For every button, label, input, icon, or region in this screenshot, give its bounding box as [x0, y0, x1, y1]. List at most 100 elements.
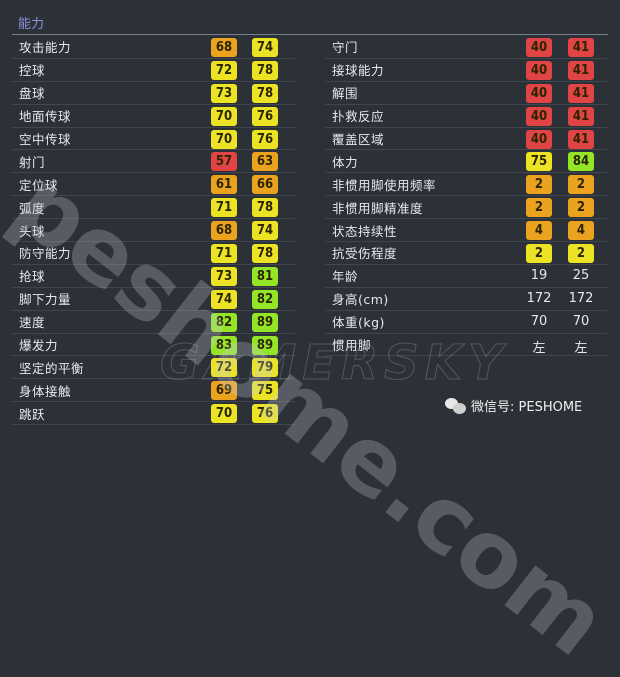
stat-row: 惯用脚 左 左 [325, 334, 607, 357]
stat-row: 速度 82 89 [12, 311, 295, 334]
stat-row: 非惯用脚精准度 2 2 [325, 196, 607, 220]
stat-value-badge: 68 [211, 38, 237, 57]
stat-value-badge: 75 [526, 152, 552, 172]
stat-value-badge: 40 [526, 60, 552, 80]
stat-value-badge: 84 [568, 152, 594, 172]
stat-value-badge: 66 [252, 175, 278, 195]
stat-value-badge: 82 [211, 312, 237, 332]
stat-value: 25 [572, 267, 590, 283]
stat-value-badge: 78 [252, 198, 278, 218]
stat-value-badge: 41 [568, 129, 594, 149]
stat-label: 非惯用脚使用频率 [332, 177, 437, 193]
stat-value-badge: 63 [252, 152, 278, 172]
stat-label: 空中传球 [19, 132, 72, 147]
wechat-text: 微信号: PESHOME [471, 400, 583, 415]
stat-row: 控球 72 78 [12, 59, 295, 82]
stat-value-badge: 72 [211, 358, 237, 378]
stat-label: 跳跃 [19, 406, 46, 422]
stat-value-badge: 2 [526, 198, 552, 218]
stat-row: 解围 40 41 [325, 82, 607, 105]
stat-value-badge: 41 [568, 38, 594, 57]
stat-value-badge: 74 [252, 38, 278, 57]
stat-value: 172 [568, 290, 594, 306]
stat-value-badge: 74 [252, 221, 278, 241]
stat-value-badge: 79 [252, 358, 278, 378]
stat-value-badge: 41 [568, 106, 594, 126]
stat-label: 射门 [19, 154, 46, 170]
stat-label: 扑救反应 [332, 109, 385, 125]
stat-value-badge: 82 [252, 289, 278, 309]
stat-value-badge: 2 [526, 244, 552, 264]
stat-label: 惯用脚 [332, 338, 372, 354]
stat-value: 172 [526, 290, 552, 306]
header-divider [12, 34, 608, 35]
right-stats-list: 守门 40 41 接球能力 40 41 解围 40 41 扑救反应 40 41 覆盖区域 40 41 体力 75… [325, 36, 607, 357]
stat-value-badge: 68 [211, 221, 237, 241]
stat-label: 抗受伤程度 [332, 246, 398, 262]
stat-value-badge: 40 [526, 106, 552, 126]
stat-value: 70 [530, 313, 548, 329]
stat-label: 年龄 [332, 269, 359, 285]
stat-value-badge: 2 [568, 175, 594, 195]
stat-value-badge: 4 [568, 221, 594, 241]
stat-label: 速度 [19, 315, 46, 331]
stat-value-badge: 40 [526, 38, 552, 57]
stat-value: 左 [532, 340, 546, 356]
stat-row: 地面传球 70 76 [12, 105, 295, 128]
wechat-badge: 微信号: PESHOME [445, 396, 582, 415]
stat-row: 覆盖区域 40 41 [325, 128, 607, 151]
stat-row: 身高(cm) 172 172 [325, 288, 607, 311]
stat-value-badge: 78 [252, 60, 278, 80]
section-title: 能力 [18, 17, 45, 32]
stat-value: 70 [572, 313, 590, 329]
stat-row: 射门 57 63 [12, 150, 295, 174]
stat-row: 头球 68 74 [12, 219, 295, 243]
stat-value-badge: 69 [211, 381, 237, 401]
stat-label: 守门 [332, 40, 359, 56]
stat-label: 非惯用脚精准度 [332, 200, 424, 216]
wechat-icon [445, 397, 467, 414]
stat-label: 身高(cm) [332, 292, 389, 308]
stat-value-badge: 2 [568, 198, 594, 218]
stat-row: 非惯用脚使用频率 2 2 [325, 173, 607, 197]
left-stats-list: 攻击能力 68 74 控球 72 78 盘球 73 78 地面传球 70 76 空中传球 70 76 射门 57… [12, 36, 295, 426]
stat-value-badge: 70 [211, 404, 237, 424]
stat-row: 抗受伤程度 2 2 [325, 242, 607, 265]
stat-row: 扑救反应 40 41 [325, 105, 607, 128]
stat-label: 覆盖区域 [332, 132, 385, 147]
stat-row: 攻击能力 68 74 [12, 36, 295, 59]
stat-row: 爆发力 83 89 [12, 334, 295, 357]
stat-value-badge: 2 [568, 244, 594, 264]
stat-row: 跳跃 70 76 [12, 402, 295, 426]
stat-row: 空中传球 70 76 [12, 128, 295, 151]
stat-label: 解围 [332, 86, 359, 102]
stat-value-badge: 89 [252, 335, 278, 355]
stat-value: 左 [574, 340, 588, 356]
stat-label: 体重(kg) [332, 315, 385, 331]
stat-value-badge: 78 [252, 83, 278, 103]
stat-label: 控球 [19, 63, 46, 79]
stat-value-badge: 70 [211, 106, 237, 126]
stat-row: 年龄 19 25 [325, 265, 607, 288]
stat-value-badge: 73 [211, 83, 237, 103]
stat-value-badge: 4 [526, 221, 552, 241]
stat-value-badge: 41 [568, 60, 594, 80]
stat-row: 防守能力 71 78 [12, 242, 295, 265]
stat-label: 状态持续性 [332, 223, 398, 239]
stat-row: 接球能力 40 41 [325, 59, 607, 82]
stat-value-badge: 61 [211, 175, 237, 195]
stat-value-badge: 41 [568, 83, 594, 103]
stat-label: 体力 [332, 154, 359, 170]
stat-label: 防守能力 [19, 246, 72, 262]
stat-row: 盘球 73 78 [12, 82, 295, 105]
stat-value-badge: 81 [252, 266, 278, 286]
stat-value-badge: 76 [252, 404, 278, 424]
stat-value-badge: 75 [252, 381, 278, 401]
stat-row: 体重(kg) 70 70 [325, 311, 607, 334]
stat-label: 脚下力量 [19, 292, 72, 308]
stat-value-badge: 70 [211, 129, 237, 149]
stat-row: 体力 75 84 [325, 150, 607, 174]
stat-label: 盘球 [19, 86, 46, 102]
stat-value-badge: 83 [211, 335, 237, 355]
stat-label: 攻击能力 [19, 40, 72, 56]
